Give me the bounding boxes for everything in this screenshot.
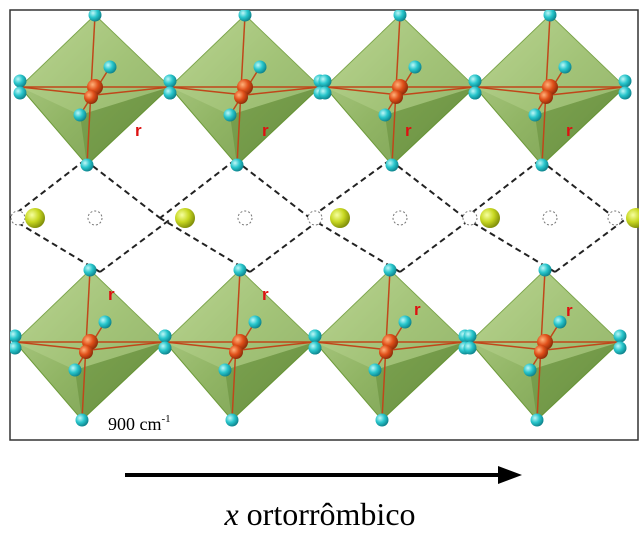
frequency-annotation: 900 cm-1 <box>108 413 171 434</box>
oxygen-atom <box>384 264 397 277</box>
oxygen-atom <box>614 330 627 343</box>
vacancy <box>393 211 407 225</box>
oxygen-atom <box>619 75 632 88</box>
oxygen-atom <box>554 316 567 329</box>
oxygen-atom <box>379 109 392 122</box>
structure-figure: 900 cm-1 x ortorrômbico r r r r r r r r <box>0 0 639 540</box>
vacancy <box>608 211 622 225</box>
oxygen-atom <box>249 316 262 329</box>
oxygen-atom <box>9 330 22 343</box>
oxygen-atom <box>531 414 544 427</box>
vacancy <box>88 211 102 225</box>
oxygen-atom <box>319 75 332 88</box>
oxygen-atom <box>309 330 322 343</box>
oxygen-atom <box>99 316 112 329</box>
oxygen-atom <box>409 61 422 74</box>
bond-label: r <box>262 121 269 140</box>
oxygen-atom <box>536 159 549 172</box>
bond-label: r <box>135 121 142 140</box>
a-site-atom <box>330 208 350 228</box>
b-site-atom <box>389 90 403 104</box>
oxygen-atom <box>164 87 177 100</box>
bond-label: r <box>566 121 573 140</box>
oxygen-atom <box>464 342 477 355</box>
oxygen-atom <box>14 87 27 100</box>
oxygen-atom <box>234 264 247 277</box>
oxygen-atom <box>529 109 542 122</box>
oxygen-atom <box>84 264 97 277</box>
arrow-head <box>498 466 522 484</box>
b-site-atom <box>234 90 248 104</box>
oxygen-atom <box>469 87 482 100</box>
b-site-atom <box>539 90 553 104</box>
bond-label: r <box>414 300 421 319</box>
bond-label: r <box>108 285 115 304</box>
oxygen-atom <box>74 109 87 122</box>
vacancy <box>238 211 252 225</box>
oxygen-atom <box>159 342 172 355</box>
bond-label: r <box>566 301 573 320</box>
oxygen-atom <box>239 9 252 22</box>
a-site-atom <box>480 208 500 228</box>
axis-caption: x ortorrômbico <box>223 496 415 532</box>
b-site-atom <box>84 90 98 104</box>
oxygen-atom <box>469 75 482 88</box>
oxygen-atom <box>386 159 399 172</box>
oxygen-atom <box>376 414 389 427</box>
bond-label: r <box>405 121 412 140</box>
b-site-atom <box>79 345 93 359</box>
oxygen-atom <box>226 414 239 427</box>
oxygen-atom <box>69 364 82 377</box>
a-site-atom <box>25 208 45 228</box>
vacancy <box>463 211 477 225</box>
oxygen-atom <box>89 9 102 22</box>
oxygen-atom <box>164 75 177 88</box>
b-site-atom <box>379 345 393 359</box>
bond-label: r <box>262 285 269 304</box>
oxygen-atom <box>319 87 332 100</box>
oxygen-atom <box>559 61 572 74</box>
oxygen-atom <box>159 330 172 343</box>
oxygen-atom <box>219 364 232 377</box>
b-site-atom <box>229 345 243 359</box>
oxygen-atom <box>399 316 412 329</box>
oxygen-atom <box>524 364 537 377</box>
oxygen-atom <box>9 342 22 355</box>
oxygen-atom <box>14 75 27 88</box>
oxygen-atom <box>309 342 322 355</box>
oxygen-atom <box>464 330 477 343</box>
oxygen-atom <box>231 159 244 172</box>
oxygen-atom <box>81 159 94 172</box>
oxygen-atom <box>76 414 89 427</box>
oxygen-atom <box>539 264 552 277</box>
oxygen-atom <box>614 342 627 355</box>
a-site-atom <box>175 208 195 228</box>
oxygen-atom <box>254 61 267 74</box>
oxygen-atom <box>369 364 382 377</box>
vacancy <box>308 211 322 225</box>
b-site-atom <box>534 345 548 359</box>
oxygen-atom <box>394 9 407 22</box>
oxygen-atom <box>544 9 557 22</box>
oxygen-atom <box>224 109 237 122</box>
oxygen-atom <box>619 87 632 100</box>
vacancy <box>543 211 557 225</box>
vacancy <box>11 211 25 225</box>
oxygen-atom <box>104 61 117 74</box>
